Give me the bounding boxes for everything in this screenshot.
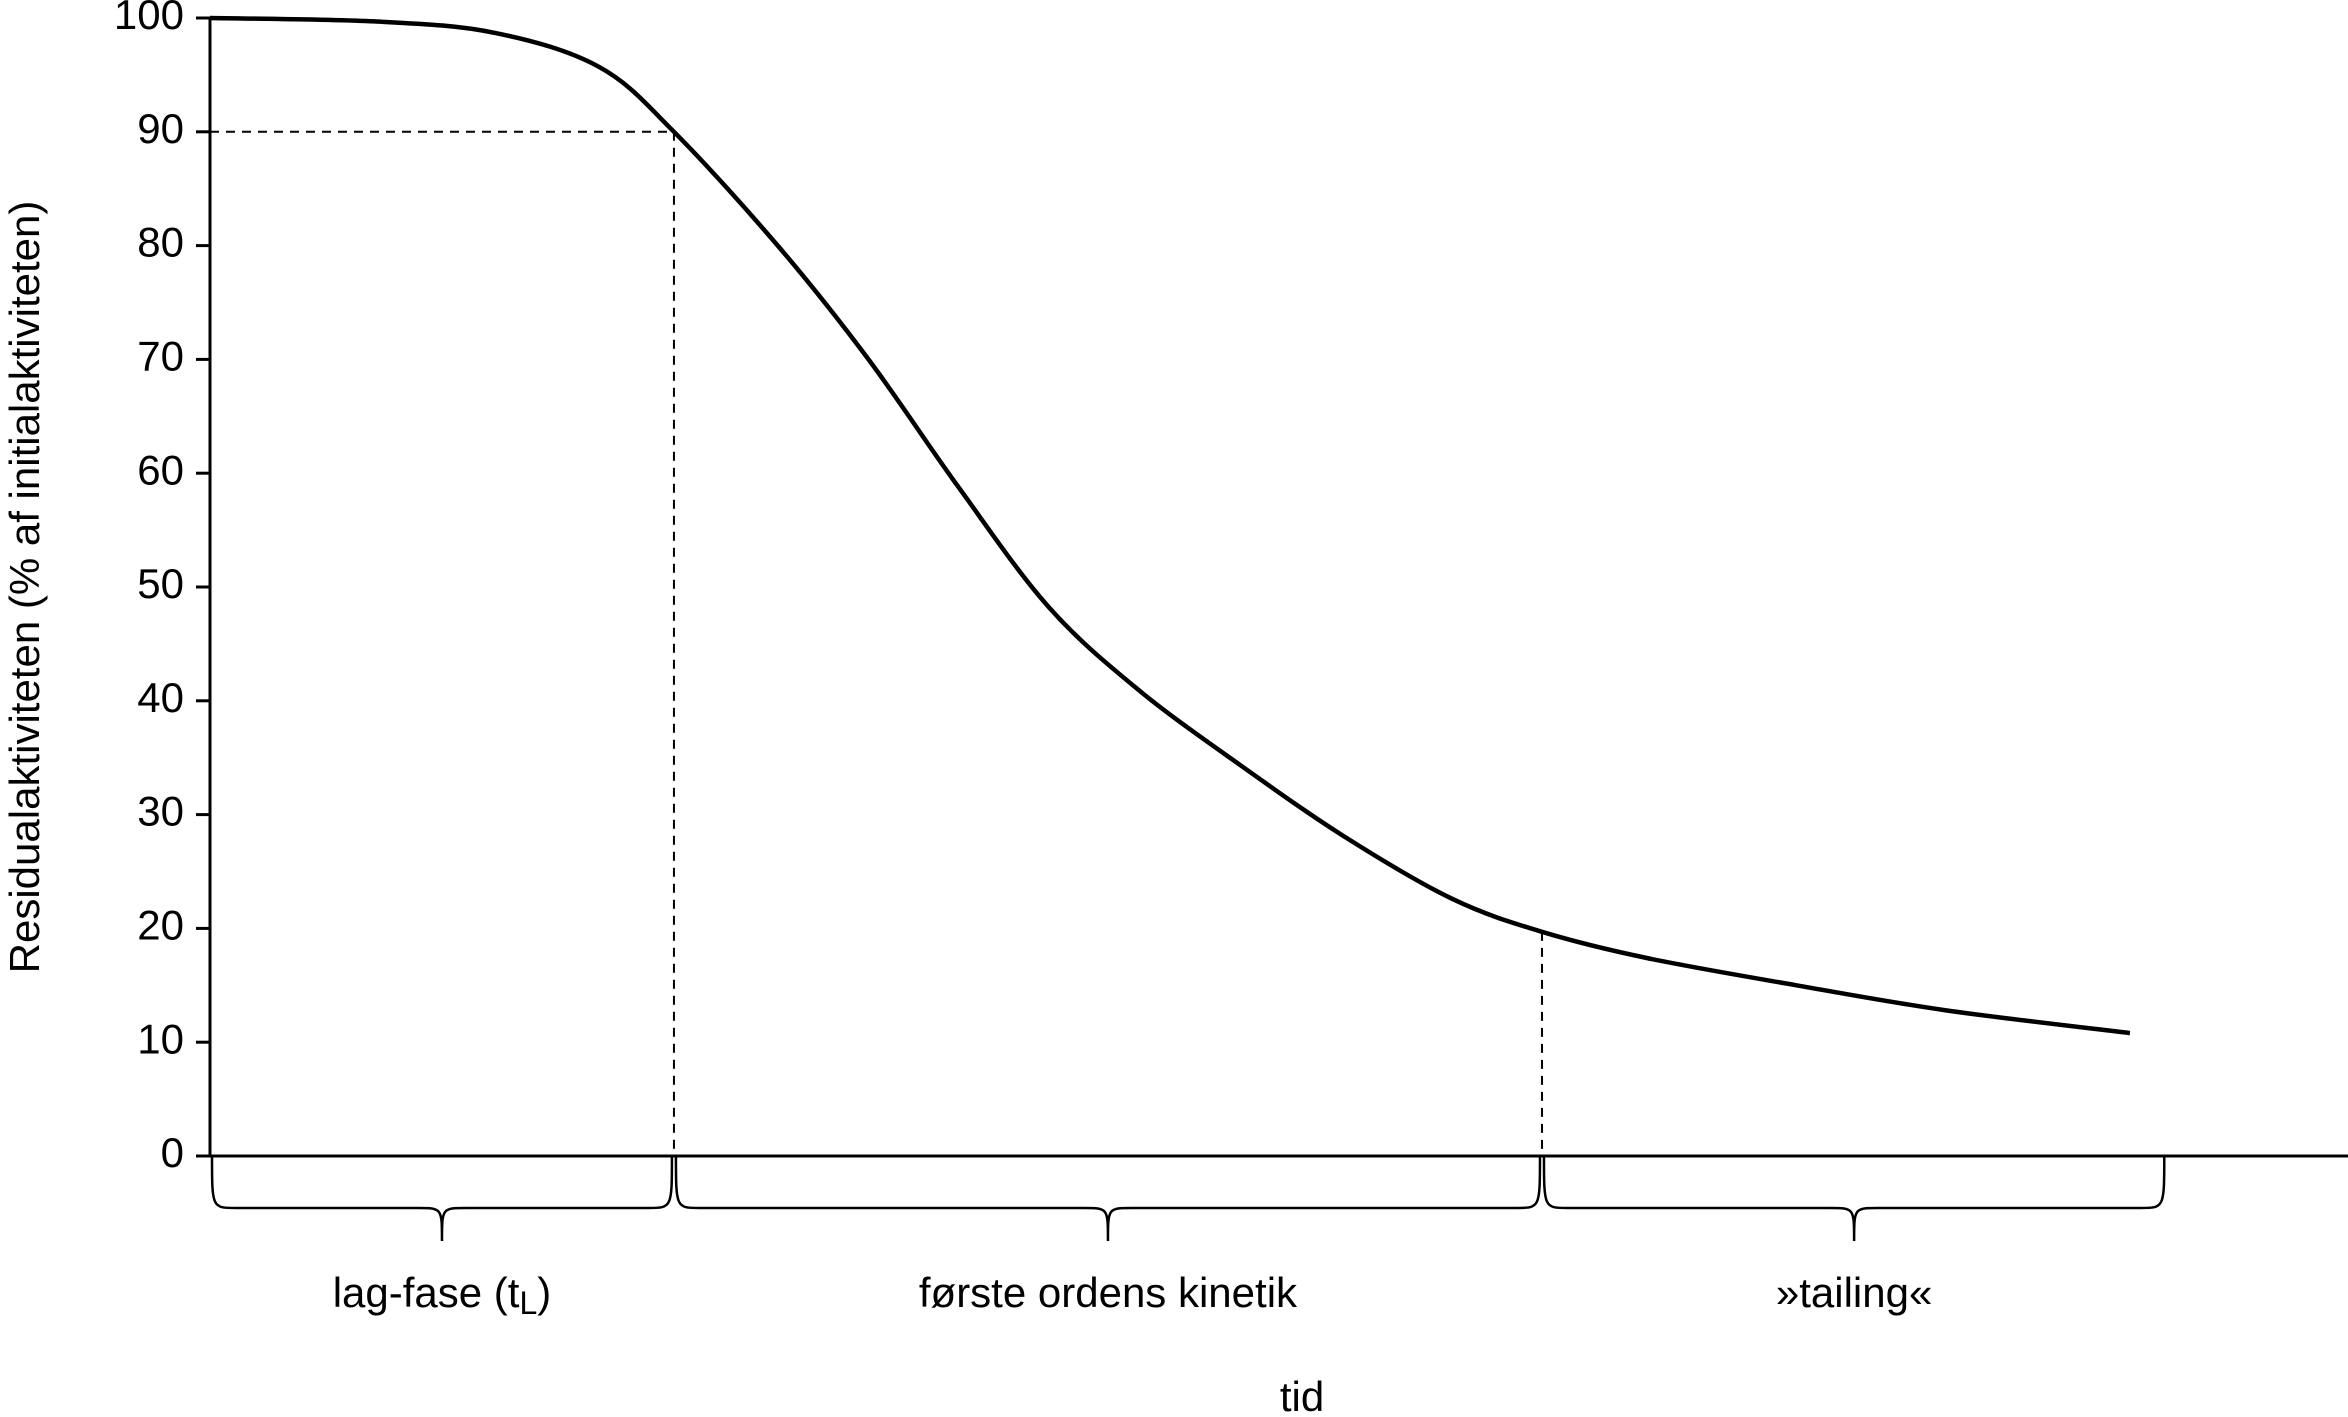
- y-tick-label: 90: [137, 105, 184, 152]
- y-tick-label: 40: [137, 674, 184, 721]
- y-tick-label: 50: [137, 560, 184, 607]
- brace-label-part: første ordens kinetik: [919, 1269, 1298, 1316]
- brace: [1542, 1155, 2166, 1242]
- brace-label: »tailing«: [1776, 1269, 1932, 1316]
- y-tick-label: 20: [137, 901, 184, 948]
- y-tick-label: 30: [137, 788, 184, 835]
- y-tick-label: 100: [114, 0, 184, 38]
- brace-label-part: lag-fase (t: [333, 1269, 520, 1316]
- y-axis-label: Residualaktiviteten (% af initialaktivit…: [1, 201, 48, 974]
- brace-label: lag-fase (tL): [333, 1269, 552, 1321]
- brace-label: første ordens kinetik: [919, 1269, 1298, 1316]
- y-tick-label: 60: [137, 446, 184, 493]
- y-tick-label: 80: [137, 219, 184, 266]
- brace-label-part: L: [519, 1285, 537, 1321]
- brace: [210, 1155, 674, 1242]
- data-line: [209, 15, 2131, 1036]
- x-axis-label: tid: [1280, 1373, 1324, 1417]
- y-tick-label: 0: [161, 1129, 184, 1176]
- y-tick-label: 10: [137, 1015, 184, 1062]
- brace: [674, 1155, 1542, 1242]
- brace-label-part: »tailing«: [1776, 1269, 1932, 1316]
- brace-label-part: ): [537, 1269, 551, 1316]
- y-tick-label: 70: [137, 332, 184, 379]
